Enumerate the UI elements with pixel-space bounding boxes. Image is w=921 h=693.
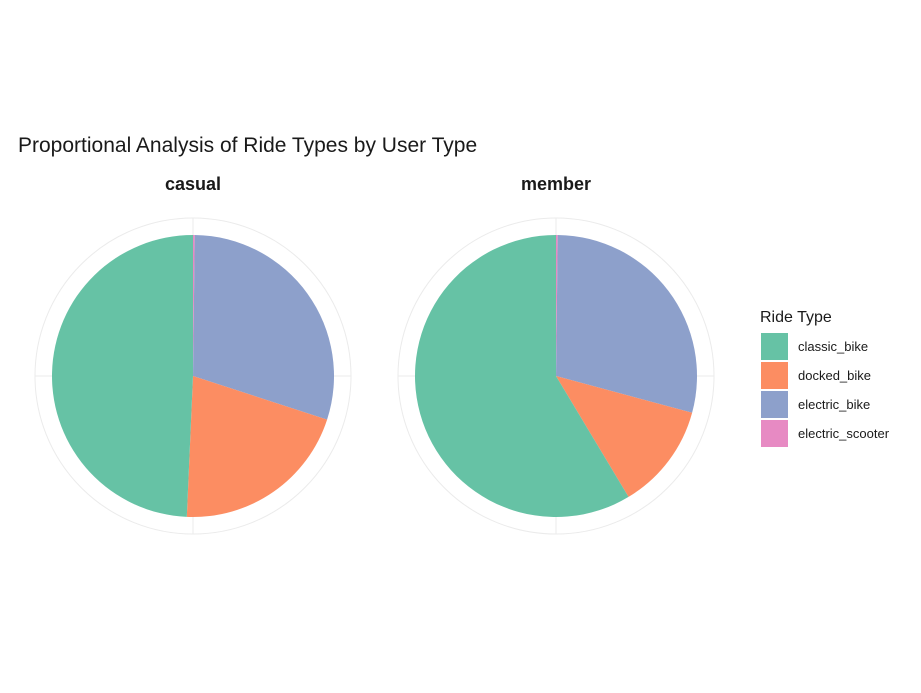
slice-member-electric-scooter	[556, 235, 558, 376]
legend-label-electric-scooter: electric_scooter	[798, 426, 890, 441]
legend-key-electric-bike	[761, 391, 788, 418]
slice-member-electric-bike	[556, 235, 697, 413]
legend-label-electric-bike: electric_bike	[798, 397, 870, 412]
legend-title: Ride Type	[760, 309, 832, 326]
slice-casual-classic-bike	[52, 235, 193, 517]
chart-title: Proportional Analysis of Ride Types by U…	[18, 134, 477, 157]
grid-member	[397, 217, 715, 535]
legend-key-electric-scooter	[761, 420, 788, 447]
legend-items: classic_bike docked_bike electric_bikeelec…	[761, 333, 890, 447]
legend: Ride Type classic_bike docked_bikeelectri…	[760, 309, 890, 447]
legend-label-classic-bike: classic_bike	[798, 339, 868, 354]
legend-key-docked-bike	[761, 362, 788, 389]
facet-member: member	[397, 174, 715, 535]
facet-casual: casual	[34, 174, 352, 535]
slice-casual-docked-bike	[186, 376, 328, 517]
legend-key-classic-bike	[761, 333, 788, 360]
grid-casual	[34, 217, 352, 535]
legend-label-docked-bike: docked_bike	[798, 368, 871, 383]
facet-label-casual: casual	[165, 174, 221, 194]
facet-label-member: member	[521, 174, 591, 194]
pie-casual	[52, 235, 334, 517]
slice-casual-electric-bike	[193, 235, 334, 420]
slice-casual-electric-scooter	[193, 235, 195, 376]
pie-member	[414, 234, 697, 518]
slice-member-classic-bike	[414, 234, 629, 518]
slice-member-docked-bike	[556, 376, 693, 497]
